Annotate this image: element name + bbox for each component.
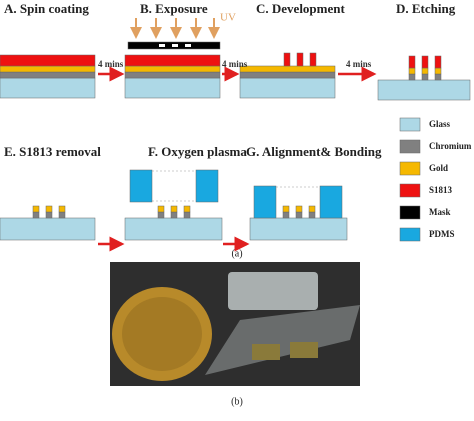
s1813 [309,52,317,67]
pdms [319,185,343,219]
step-b [124,41,221,99]
gold [421,67,429,75]
chromium [45,211,53,219]
uv-label: UV [220,12,236,24]
gold [157,205,165,213]
step-title: E. S1813 removal [4,144,101,159]
s1813 [434,55,442,69]
chromium [421,73,429,81]
panel-label: (a) [231,248,242,259]
pdms [129,169,153,203]
legend-label: PDMS [429,229,455,239]
legend-label: S1813 [429,185,453,195]
pdms [195,169,219,203]
process-arrows [98,66,377,252]
glass [124,217,223,241]
s1813 [296,52,304,67]
legend-swatch [399,227,421,242]
glass-slide [205,305,360,375]
duration: 4 mins [98,59,124,69]
step-title: G. Alignment& Bonding [246,144,382,159]
gold [32,205,40,213]
chromium [58,211,66,219]
step-title: F. Oxygen plasma [148,144,247,159]
panel-label: (b) [231,396,243,407]
electrode [252,344,280,360]
step-g [249,185,348,241]
gold [183,205,191,213]
s1813 [0,54,96,67]
chromium [124,71,221,79]
gold [0,65,96,73]
gold [282,205,290,213]
legend-label: Chromium [429,141,472,151]
pdms [253,185,277,219]
glass [377,79,471,101]
step-e [0,205,96,241]
step-title: A. Spin coating [4,1,89,16]
step-a [0,54,96,99]
mask-opening [185,44,191,47]
step-title: B. Exposure [140,1,208,16]
step-title: D. Etching [396,1,456,16]
legend-swatch [399,139,421,154]
glass [0,77,96,99]
legend-swatch [399,117,421,132]
gold [170,205,178,213]
gold [124,65,221,73]
s1813 [408,55,416,69]
step-d [377,55,471,101]
chromium [434,73,442,81]
step-f [124,169,223,241]
pdms-block [228,272,318,310]
mask-opening [172,44,178,47]
glass [124,77,221,99]
electrode [290,342,318,358]
chromium [170,211,178,219]
coin-center [122,297,202,371]
gold [408,67,416,75]
chromium [157,211,165,219]
chromium [282,211,290,219]
chromium [0,71,96,79]
gold [308,205,316,213]
s1813 [283,52,291,67]
s1813 [421,55,429,69]
gold [58,205,66,213]
gold [239,65,336,73]
chromium [408,73,416,81]
chromium [183,211,191,219]
legend-swatch [399,161,421,176]
s1813 [124,54,221,67]
glass [239,77,336,99]
chromium [295,211,303,219]
uv-arrows [130,18,220,39]
duration: 4 mins [346,59,372,69]
glass [249,217,348,241]
legend-swatch [399,205,421,220]
gold [45,205,53,213]
step-c [239,52,336,99]
legend-label: Glass [429,119,451,129]
glass [0,217,96,241]
chromium [308,211,316,219]
chromium [32,211,40,219]
gold [434,67,442,75]
step-titles: A. Spin coating B. Exposure C. Developme… [4,1,456,159]
chromium [239,71,336,79]
step-title: C. Development [256,1,345,16]
legend-label: Mask [429,207,451,217]
photo [110,262,360,386]
legend-label: Gold [429,163,448,173]
mask-opening [159,44,165,47]
legend [399,117,421,242]
duration: 4 mins [222,59,248,69]
legend-swatch [399,183,421,198]
gold [295,205,303,213]
